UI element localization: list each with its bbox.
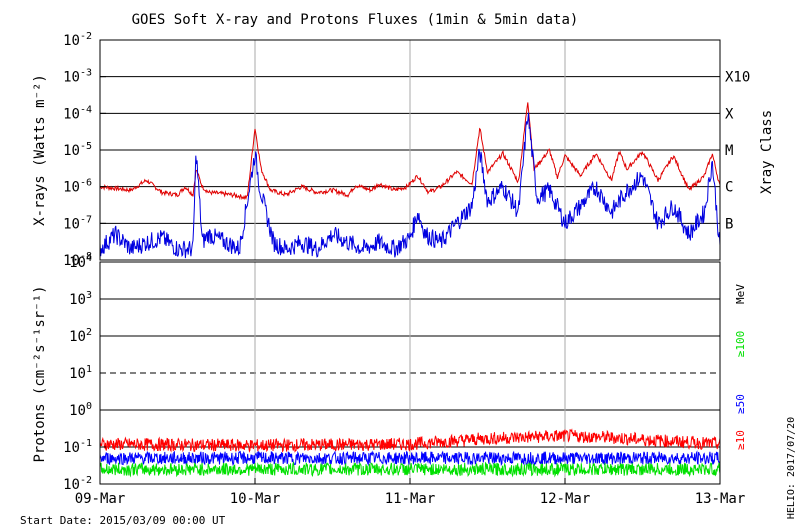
proton-y-tick-label: 104: [69, 253, 92, 271]
xray-gridlines: [100, 40, 720, 260]
proton-series-group: [99, 428, 721, 478]
chart-title: GOES Soft X-ray and Protons Fluxes (1min…: [132, 12, 579, 28]
proton-y-tick-label: 100: [69, 401, 92, 419]
xray-series-long: [99, 102, 721, 201]
x-tick-label: 10-Mar: [230, 491, 281, 507]
xray-class-label: X10: [725, 70, 750, 86]
x-tick-label: 09-Mar: [75, 491, 126, 507]
proton-y-tick-label: 102: [69, 327, 92, 345]
proton-series-p10: [99, 428, 721, 454]
xray-class-axis-label: Xray Class: [759, 110, 775, 194]
start-date-label: Start Date: 2015/03/09 00:00 UT: [20, 514, 226, 527]
xray-series-group: [99, 102, 721, 259]
xray-class-label: C: [725, 180, 733, 196]
xray-y-tick-label: 10-3: [63, 68, 92, 86]
proton-y-tick-label: 101: [69, 364, 92, 382]
xray-series-short: [99, 112, 721, 259]
xray-class-label: B: [725, 216, 733, 232]
proton-y-tick-label: 103: [69, 290, 92, 308]
proton-legend: ≥10 ≥50 ≥100: [734, 331, 747, 450]
xray-class-label: M: [725, 143, 733, 159]
x-tick-label: 13-Mar: [695, 491, 746, 507]
xray-y-tick-label: 10-4: [63, 104, 92, 122]
x-axis-date-labels: 09-Mar 10-Mar 11-Mar 12-Mar 13-Mar: [75, 478, 746, 507]
proton-gridlines: [100, 262, 720, 484]
xray-class-label: X: [725, 106, 734, 122]
x-tick-label: 11-Mar: [385, 491, 436, 507]
xray-y-tick-label: 10-7: [63, 214, 92, 232]
xray-y-tick-label: 10-5: [63, 141, 92, 159]
xray-y-tick-label: 10-2: [63, 31, 92, 49]
proton-y-tick-label: 10-1: [63, 438, 92, 456]
proton-legend-p10: ≥10: [734, 430, 747, 450]
xray-class-labels: X10 X M C B: [725, 70, 750, 233]
helio-date-label: HELIO: 2017/07/20: [786, 417, 797, 519]
xray-y-axis-label: X-rays (Watts m⁻²): [32, 74, 48, 226]
proton-series-p100: [99, 461, 721, 478]
proton-legend-p50: ≥50: [734, 394, 747, 414]
proton-unit-label: MeV: [734, 284, 747, 304]
proton-legend-p100: ≥100: [734, 331, 747, 358]
proton-y-axis-label: Protons (cm⁻²s⁻¹sr⁻¹): [32, 285, 48, 462]
xray-y-tick-label: 10-6: [63, 178, 92, 196]
x-tick-label: 12-Mar: [540, 491, 591, 507]
proton-series-p50: [99, 450, 721, 467]
